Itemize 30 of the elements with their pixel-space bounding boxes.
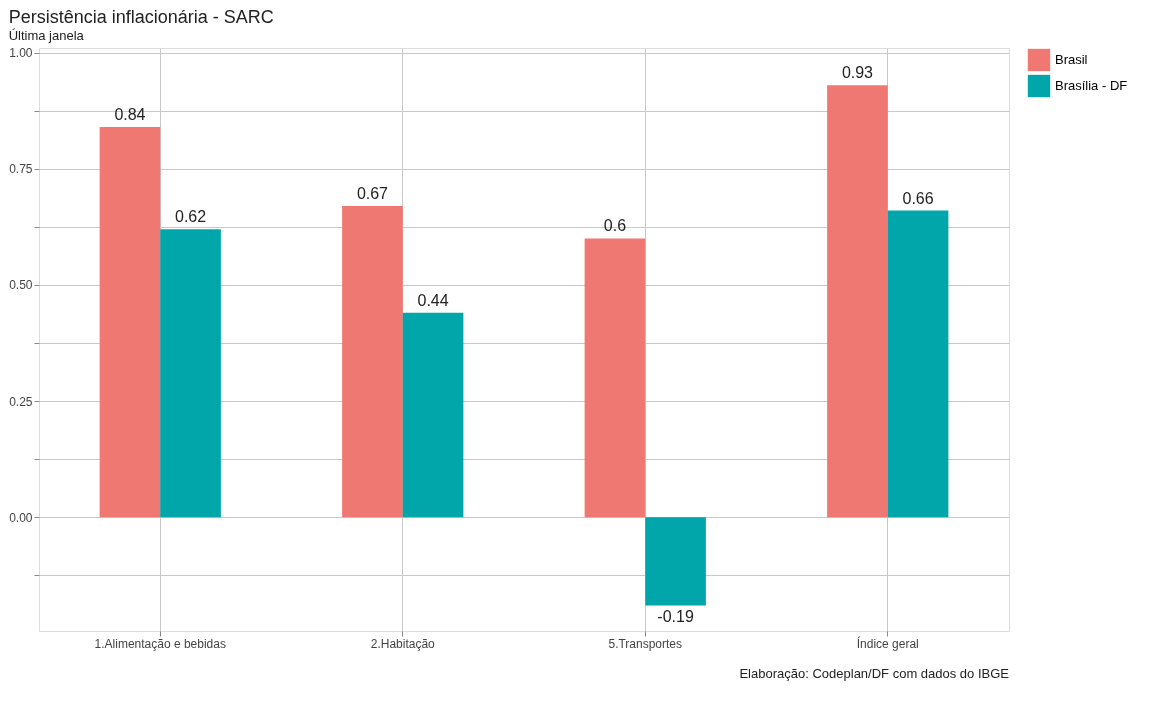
legend-label: Brasília - DF	[1055, 78, 1128, 93]
bar	[827, 85, 888, 518]
bar	[160, 229, 221, 518]
data-label: 0.66	[902, 189, 934, 207]
x-tick-label: Índice geral	[856, 635, 919, 651]
y-tick-label: 0.00	[9, 510, 33, 525]
text: Elaboração: Codeplan/DF com dados do IBGE	[739, 666, 1010, 681]
x-tick-label: 2.Habitação	[370, 636, 436, 651]
y-tick-label: 0.25	[9, 394, 33, 409]
data-label: 0.93	[841, 64, 874, 82]
data-label: 0.67	[356, 184, 389, 202]
x-tick-label: 5.Transportes	[608, 636, 683, 651]
bar	[645, 517, 706, 606]
data-label: 0.6	[603, 217, 627, 235]
chart-subtitle: Última janela	[8, 27, 85, 43]
bar	[342, 205, 403, 518]
y-tick-label: 1.00	[9, 46, 33, 61]
data-label: 0.62	[174, 208, 207, 226]
y-tick-label: 0.75	[9, 162, 33, 177]
bar	[887, 210, 949, 518]
chart-title: Persistência inflacionária - SARC	[8, 6, 274, 27]
data-label: 0.84	[114, 105, 146, 123]
data-label: 0.44	[417, 291, 449, 309]
bar	[584, 238, 646, 518]
legend-label: Brasil	[1055, 52, 1088, 67]
x-tick-label: 1.Alimentação e bebidas	[94, 636, 226, 651]
bar	[402, 312, 464, 518]
bar	[99, 126, 161, 518]
data-label: -0.19	[657, 608, 694, 626]
y-tick-label: 0.50	[9, 278, 33, 293]
